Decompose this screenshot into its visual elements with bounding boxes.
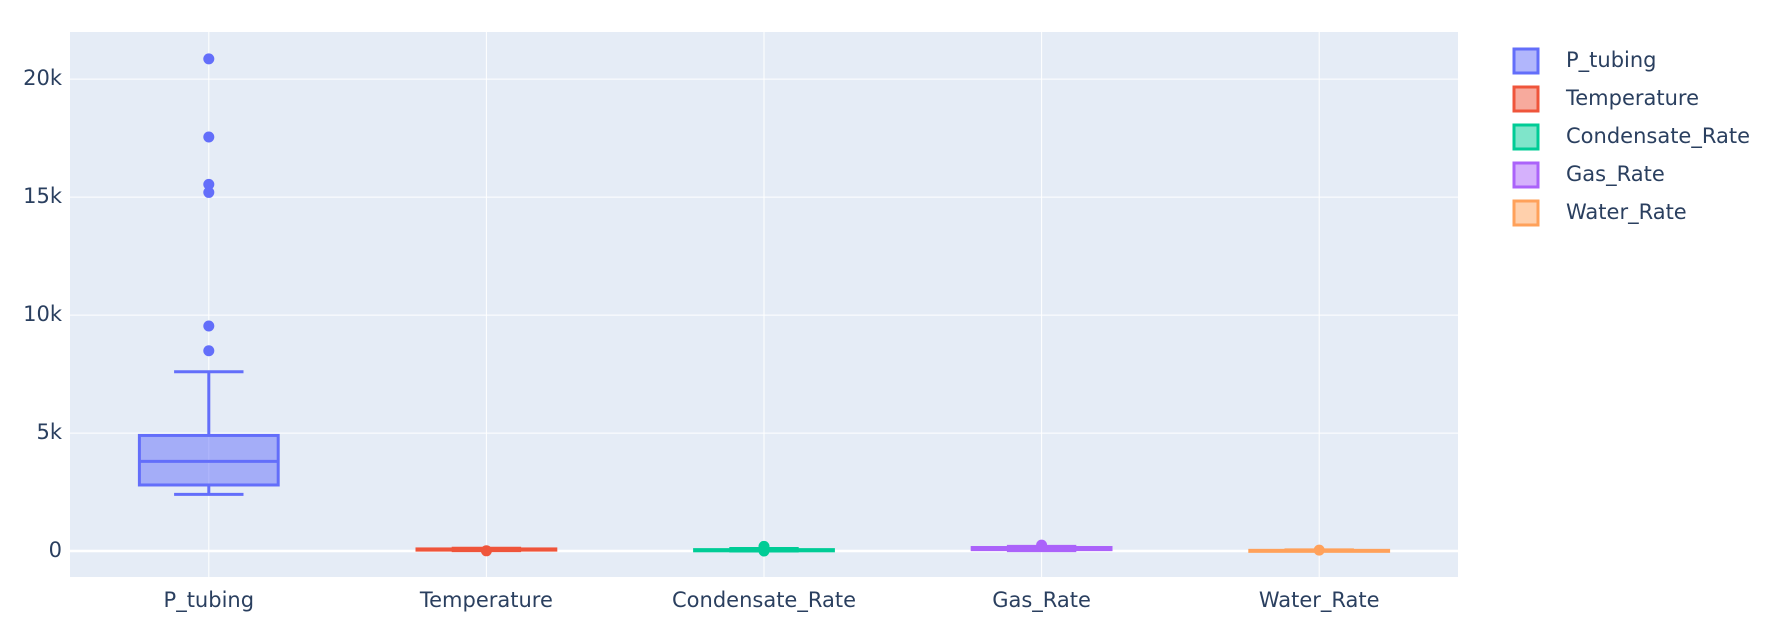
legend-label[interactable]: Condensate_Rate	[1566, 124, 1750, 149]
legend-swatch[interactable]	[1512, 123, 1540, 151]
y-tick-label: 20k	[23, 66, 63, 90]
x-tick-label: Temperature	[419, 588, 553, 612]
legend-label[interactable]: Temperature	[1565, 86, 1699, 110]
outlier	[203, 186, 215, 198]
outlier	[203, 345, 215, 357]
outlier	[203, 178, 215, 190]
y-tick-label: 10k	[23, 302, 63, 326]
outlier	[758, 545, 770, 557]
outlier	[203, 320, 215, 332]
legend-swatch[interactable]	[1512, 199, 1540, 227]
legend-swatch[interactable]	[1512, 161, 1540, 189]
y-tick-label: 5k	[36, 420, 62, 444]
legend-label[interactable]: Gas_Rate	[1566, 162, 1665, 187]
y-tick-label: 0	[49, 538, 62, 562]
legend-swatch[interactable]	[1512, 85, 1540, 113]
outlier	[203, 131, 215, 143]
x-tick-label: Gas_Rate	[992, 588, 1091, 613]
outlier	[480, 545, 492, 557]
legend-label[interactable]: P_tubing	[1566, 48, 1657, 73]
legend-label[interactable]: Water_Rate	[1566, 200, 1687, 225]
x-tick-label: Condensate_Rate	[672, 588, 856, 613]
y-tick-label: 15k	[23, 184, 63, 208]
outlier	[203, 53, 215, 65]
x-tick-label: Water_Rate	[1259, 588, 1380, 613]
legend-swatch[interactable]	[1512, 47, 1540, 75]
x-tick-label: P_tubing	[164, 588, 255, 613]
outlier	[1313, 544, 1325, 556]
outlier	[1036, 539, 1048, 551]
